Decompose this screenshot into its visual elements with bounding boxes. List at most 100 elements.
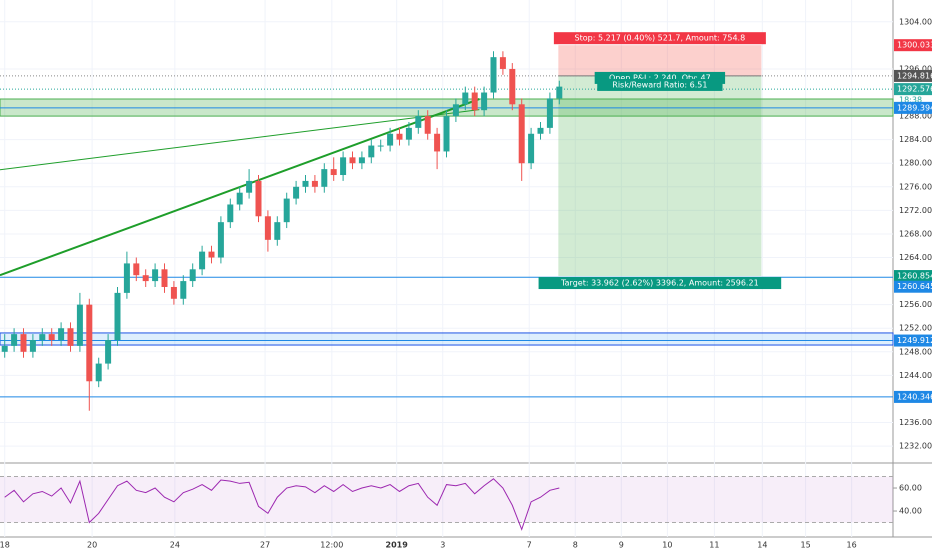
rsi-band [0, 476, 893, 523]
y-tick-label: 1256.000 [899, 300, 932, 309]
line-tag-bg [894, 390, 932, 403]
y-tick-label: 1272.000 [899, 206, 932, 215]
candle-body [405, 127, 412, 140]
candle-body [518, 104, 525, 164]
y-tick-label: 1288.000 [899, 112, 932, 121]
zone-tag-bg [894, 334, 932, 347]
x-tick-label: 14 [757, 541, 767, 550]
candle-body [349, 157, 356, 164]
candle-body [142, 275, 149, 282]
current-tag-bg [894, 83, 932, 96]
candle-body [546, 98, 553, 128]
candle-body [236, 192, 243, 205]
rsi-tick-label: 60.00 [899, 484, 922, 493]
line-tag: 1260.645 [897, 282, 932, 291]
x-tick-label: 7 [527, 541, 532, 550]
candle-body [255, 180, 262, 217]
candle-body [20, 334, 27, 352]
candle-body [302, 180, 309, 187]
candle-body [556, 86, 563, 99]
y-tick-label: 1252.000 [899, 324, 932, 333]
candle-body [208, 251, 215, 258]
candle-body [293, 186, 300, 199]
y-tick-label: 1248.000 [899, 347, 932, 356]
candle-body [509, 68, 516, 105]
candle-body [180, 281, 187, 299]
line-tag-bg [894, 280, 932, 293]
y-tick-label: 1232.000 [899, 442, 932, 451]
x-tick-label: 10 [662, 541, 672, 550]
zone-tag: 1249.912 [897, 336, 932, 345]
candle-body [161, 269, 168, 287]
candle-body [481, 92, 488, 111]
candle-body [114, 292, 121, 341]
candle-body [76, 304, 83, 346]
rsi-line [4, 478, 560, 531]
candle-body [48, 334, 55, 341]
x-tick-label: 8 [573, 541, 578, 550]
candle-body [358, 157, 365, 164]
x-tick-label: 24 [170, 541, 180, 550]
candle-body [227, 204, 234, 223]
candle-body [39, 334, 46, 341]
x-tick-label: 2019 [386, 541, 409, 550]
candle-body [537, 127, 544, 134]
stop-zone [558, 45, 762, 76]
x-tick-label: 20 [87, 541, 97, 550]
candle-body [1, 345, 8, 352]
candle-body [321, 169, 328, 187]
x-tick-label: 18 [0, 541, 10, 550]
candle-body [311, 180, 318, 187]
x-tick-label: 11 [709, 541, 719, 550]
candle-body [499, 57, 506, 69]
candle-body [170, 286, 177, 299]
candle-body [58, 328, 65, 341]
candle-body [434, 133, 441, 152]
target-zone [558, 75, 762, 277]
target-tag: 1260.854 [897, 272, 932, 281]
candle-body [189, 269, 196, 282]
candle-body [67, 328, 74, 346]
entry-tag-bg [894, 69, 932, 82]
candle-body [443, 116, 450, 152]
x-tick-label: 15 [800, 541, 810, 550]
y-tick-label: 1268.000 [899, 229, 932, 238]
candle-body [471, 92, 478, 111]
y-tick-label: 1264.000 [899, 253, 932, 262]
zone-tag: 1289.394 [897, 103, 932, 112]
target-label-bg [538, 277, 782, 290]
stop-label-bg [553, 32, 766, 45]
rr-label-bg [597, 78, 723, 91]
candle-body [462, 92, 469, 105]
y-tick-label: 1296.000 [899, 64, 932, 73]
y-tick-label: 1244.000 [899, 371, 932, 380]
candle-body [29, 340, 36, 352]
zone [0, 332, 894, 346]
candle-body [152, 269, 159, 282]
countdown: 18:38 [899, 96, 922, 105]
x-tick-label: 27 [260, 541, 270, 550]
y-tick-label: 1276.000 [899, 182, 932, 191]
candle-body [274, 222, 281, 240]
stop-label: Stop: 5.217 (0.40%) 521.7, Amount: 754.8 [575, 34, 746, 43]
x-tick-label: 9 [619, 541, 624, 550]
target-tag-bg [894, 270, 932, 283]
pnl-label: Open P&L: 2.240, Qty: 47 [609, 73, 711, 82]
y-tick-label: 1236.000 [899, 418, 932, 427]
zone-tag-bg [894, 101, 932, 114]
candle-body [528, 133, 535, 164]
rr-label: Risk/Reward Ratio: 6.51 [612, 80, 707, 89]
candle-body [283, 198, 290, 223]
candle-body [95, 363, 102, 382]
candle-body [368, 145, 375, 158]
candle-body [377, 145, 384, 147]
candle-body [490, 57, 497, 93]
rsi-tick-label: 40.00 [899, 507, 922, 516]
trendline [0, 109, 480, 171]
y-tick-label: 1284.000 [899, 135, 932, 144]
candle-body [396, 133, 403, 140]
line-tag: 1240.346 [897, 392, 932, 401]
x-tick-label: 3 [440, 541, 445, 550]
